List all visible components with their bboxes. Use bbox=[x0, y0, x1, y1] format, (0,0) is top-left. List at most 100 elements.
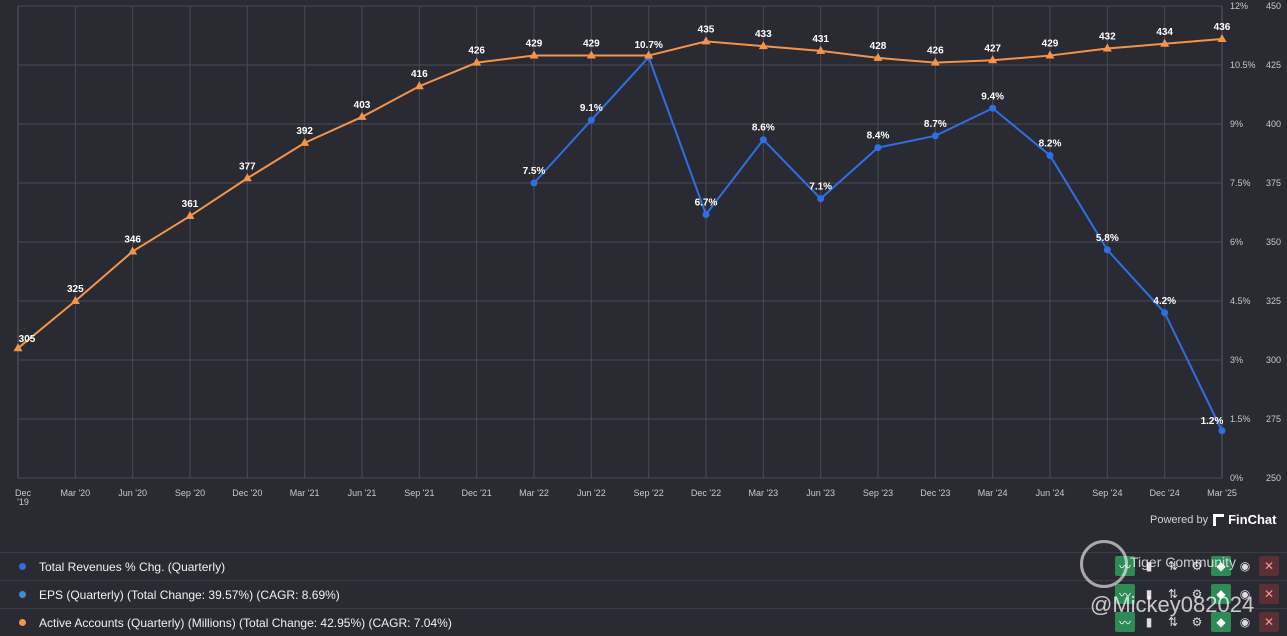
x-tick-label: Jun '22 bbox=[577, 488, 606, 498]
x-tick-label: Mar '22 bbox=[519, 488, 549, 498]
legend-row-eps[interactable]: EPS (Quarterly) (Total Change: 39.57%) (… bbox=[0, 580, 1287, 608]
legend-controls: 〰 ▮ ⇅ ⚙ ◆ ◉ ✕ bbox=[1115, 612, 1279, 632]
data-label: 426 bbox=[927, 46, 944, 57]
data-label: 8.6% bbox=[752, 123, 775, 134]
eye-icon[interactable]: ◉ bbox=[1239, 615, 1251, 629]
data-label: 8.4% bbox=[867, 131, 890, 142]
data-point bbox=[357, 111, 367, 120]
x-tick-label: Sep '22 bbox=[634, 488, 664, 498]
legend-label: EPS (Quarterly) (Total Change: 39.57%) (… bbox=[39, 587, 340, 602]
x-tick-label: Dec '20 bbox=[232, 488, 262, 498]
data-point bbox=[930, 57, 940, 66]
legend-row-revenue[interactable]: Total Revenues % Chg. (Quarterly) 〰 ▮ ⇅ … bbox=[0, 552, 1287, 580]
data-point bbox=[1102, 43, 1112, 52]
powered-by-prefix: Powered by bbox=[1150, 513, 1209, 526]
legend-controls: 〰 ▮ ⇅ ⚙ ◆ ◉ ✕ bbox=[1115, 556, 1279, 576]
data-label: 434 bbox=[1156, 27, 1173, 38]
trend-line-icon[interactable]: 〰 bbox=[1115, 612, 1135, 632]
y-left-tick-label: 9% bbox=[1230, 119, 1243, 129]
gear-icon[interactable]: ⚙ bbox=[1191, 587, 1203, 601]
legend-row-accounts[interactable]: Active Accounts (Quarterly) (Millions) (… bbox=[0, 608, 1287, 636]
data-label: 4.2% bbox=[1153, 296, 1176, 307]
x-tick-label: Mar '23 bbox=[748, 488, 778, 498]
powered-by[interactable]: Powered by FinChat bbox=[1150, 512, 1276, 527]
sort-arrows-icon[interactable]: ⇅ bbox=[1167, 615, 1179, 629]
data-point bbox=[759, 136, 767, 144]
bar-chart-icon[interactable]: ▮ bbox=[1145, 559, 1153, 573]
data-point bbox=[644, 50, 654, 59]
data-label: 428 bbox=[870, 41, 887, 52]
data-label: 429 bbox=[583, 39, 600, 50]
sort-arrows-icon[interactable]: ⇅ bbox=[1167, 559, 1179, 573]
data-point bbox=[242, 173, 252, 182]
finchat-brand-label: FinChat bbox=[1228, 512, 1277, 527]
data-point bbox=[530, 179, 538, 187]
data-point bbox=[472, 57, 482, 66]
close-icon[interactable]: ✕ bbox=[1259, 556, 1279, 576]
tag-icon[interactable]: ◆ bbox=[1211, 612, 1231, 632]
tag-icon[interactable]: ◆ bbox=[1211, 584, 1231, 604]
y-right-tick-label: 375 bbox=[1266, 178, 1281, 188]
data-point bbox=[873, 52, 883, 61]
gear-icon[interactable]: ⚙ bbox=[1191, 615, 1203, 629]
legend: Total Revenues % Chg. (Quarterly) 〰 ▮ ⇅ … bbox=[0, 552, 1287, 636]
series-line-1 bbox=[17, 38, 1223, 349]
y-left-tick-label: 1.5% bbox=[1230, 414, 1251, 424]
trend-line-icon[interactable]: 〰 bbox=[1115, 584, 1135, 604]
y-right-tick-label: 250 bbox=[1266, 473, 1281, 483]
eye-icon[interactable]: ◉ bbox=[1239, 587, 1251, 601]
trend-line-icon[interactable]: 〰 bbox=[1115, 556, 1135, 576]
x-tick-label: Sep '24 bbox=[1092, 488, 1122, 498]
data-point bbox=[1160, 38, 1170, 47]
data-label: 1.2% bbox=[1201, 416, 1224, 427]
data-point bbox=[185, 211, 195, 220]
data-point bbox=[1161, 309, 1169, 317]
data-label: 429 bbox=[526, 39, 543, 50]
data-point bbox=[1046, 151, 1054, 159]
x-tick-label: Dec '22 bbox=[691, 488, 721, 498]
gear-icon[interactable]: ⚙ bbox=[1191, 559, 1203, 573]
data-label: 416 bbox=[411, 69, 428, 80]
data-point bbox=[701, 36, 711, 45]
y-left-tick-label: 12% bbox=[1230, 1, 1248, 11]
data-point bbox=[587, 116, 595, 124]
data-label: 9.1% bbox=[580, 103, 603, 114]
data-label: 435 bbox=[698, 24, 715, 35]
x-tick-label: Sep '23 bbox=[863, 488, 893, 498]
y-right-tick-label: 325 bbox=[1266, 296, 1281, 306]
data-label: 426 bbox=[468, 46, 485, 57]
data-label: 305 bbox=[19, 334, 36, 345]
data-label: 8.7% bbox=[924, 119, 947, 130]
x-tick-label: Jun '24 bbox=[1036, 488, 1065, 498]
data-label: 7.5% bbox=[523, 166, 546, 177]
tag-icon[interactable]: ◆ bbox=[1211, 556, 1231, 576]
bar-chart-icon[interactable]: ▮ bbox=[1145, 587, 1153, 601]
x-tick-label: Jun '23 bbox=[806, 488, 835, 498]
eye-icon[interactable]: ◉ bbox=[1239, 559, 1251, 573]
y-left-tick-label: 7.5% bbox=[1230, 178, 1251, 188]
close-icon[interactable]: ✕ bbox=[1259, 612, 1279, 632]
data-point bbox=[758, 41, 768, 50]
data-label: 9.4% bbox=[981, 91, 1004, 102]
bar-chart-icon[interactable]: ▮ bbox=[1145, 615, 1153, 629]
data-point bbox=[1217, 34, 1227, 43]
data-label: 392 bbox=[296, 126, 313, 137]
y-right-tick-label: 300 bbox=[1266, 355, 1281, 365]
data-point bbox=[988, 55, 998, 64]
x-tick-label: Dec '24 bbox=[1150, 488, 1180, 498]
data-label: 8.2% bbox=[1039, 138, 1062, 149]
y-right-tick-label: 350 bbox=[1266, 237, 1281, 247]
data-point bbox=[13, 343, 23, 352]
data-point bbox=[1103, 246, 1111, 254]
x-tick-label: Mar '20 bbox=[60, 488, 90, 498]
data-label: 325 bbox=[67, 284, 84, 295]
y-right-tick-label: 425 bbox=[1266, 60, 1281, 70]
data-point bbox=[586, 50, 596, 59]
data-point bbox=[529, 50, 539, 59]
x-tick-label: Mar '21 bbox=[290, 488, 320, 498]
close-icon[interactable]: ✕ bbox=[1259, 584, 1279, 604]
sort-arrows-icon[interactable]: ⇅ bbox=[1167, 587, 1179, 601]
data-label: 433 bbox=[755, 29, 772, 40]
legend-controls: 〰 ▮ ⇅ ⚙ ◆ ◉ ✕ bbox=[1115, 584, 1279, 604]
x-tick-label: Sep '20 bbox=[175, 488, 205, 498]
